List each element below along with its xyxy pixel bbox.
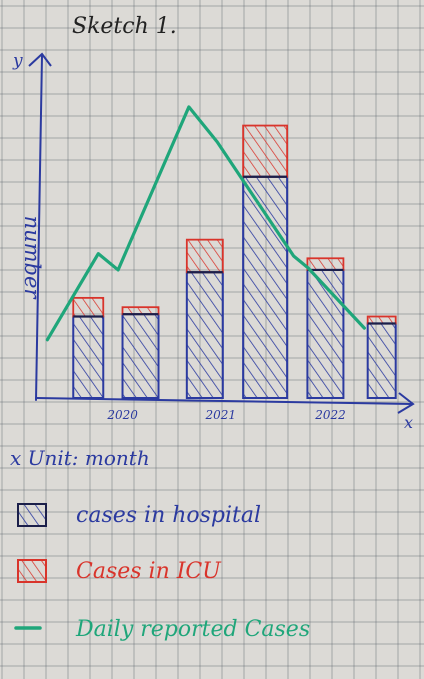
sketch-title: Sketch 1.	[72, 14, 177, 39]
legend-item: Cases in ICU	[17, 559, 222, 584]
bar-icu	[242, 124, 289, 178]
x-axis-letter: x	[404, 413, 413, 432]
x-tick-labels: 2020 2021 2022	[106, 408, 345, 422]
bar-icu	[185, 238, 224, 274]
legend-item: Daily reported Cases	[14, 617, 310, 642]
bar-hospital	[366, 322, 397, 399]
y-axis-line	[35, 55, 43, 401]
x-tick-label: 2020	[106, 408, 138, 422]
bar-hospital	[121, 313, 160, 399]
bar-stack	[242, 124, 289, 399]
daily-cases-line	[45, 105, 366, 342]
bar-hospital	[306, 268, 345, 399]
legend-swatch	[17, 559, 47, 583]
y-axis-title: number	[20, 216, 44, 301]
legend-label: cases in hospital	[76, 503, 261, 528]
bar-stack	[306, 257, 345, 399]
y-axis-letter: y	[12, 51, 23, 71]
legend: cases in hospital Cases in ICU Daily repor…	[14, 503, 310, 642]
bar-hospital	[185, 271, 224, 399]
bar-icu	[306, 257, 345, 271]
bar-stack	[72, 296, 105, 399]
bar-hospital	[72, 315, 105, 399]
series-line-daily-cases	[45, 105, 366, 342]
legend-label: Daily reported Cases	[75, 617, 310, 642]
x-tick-label: 2021	[205, 408, 237, 422]
x-tick-label: 2022	[314, 408, 346, 422]
legend-swatch	[17, 503, 47, 527]
unit-note: x Unit: month	[10, 446, 150, 470]
bar-stack	[121, 306, 160, 399]
x-axis-arrow	[397, 392, 415, 414]
y-axis-arrow	[28, 52, 52, 67]
bar-stack	[366, 315, 397, 399]
bar-hospital	[242, 175, 289, 399]
bar-icu	[72, 296, 105, 318]
bar-stack	[185, 238, 224, 399]
legend-label: Cases in ICU	[76, 559, 222, 584]
legend-item: cases in hospital	[17, 503, 261, 528]
